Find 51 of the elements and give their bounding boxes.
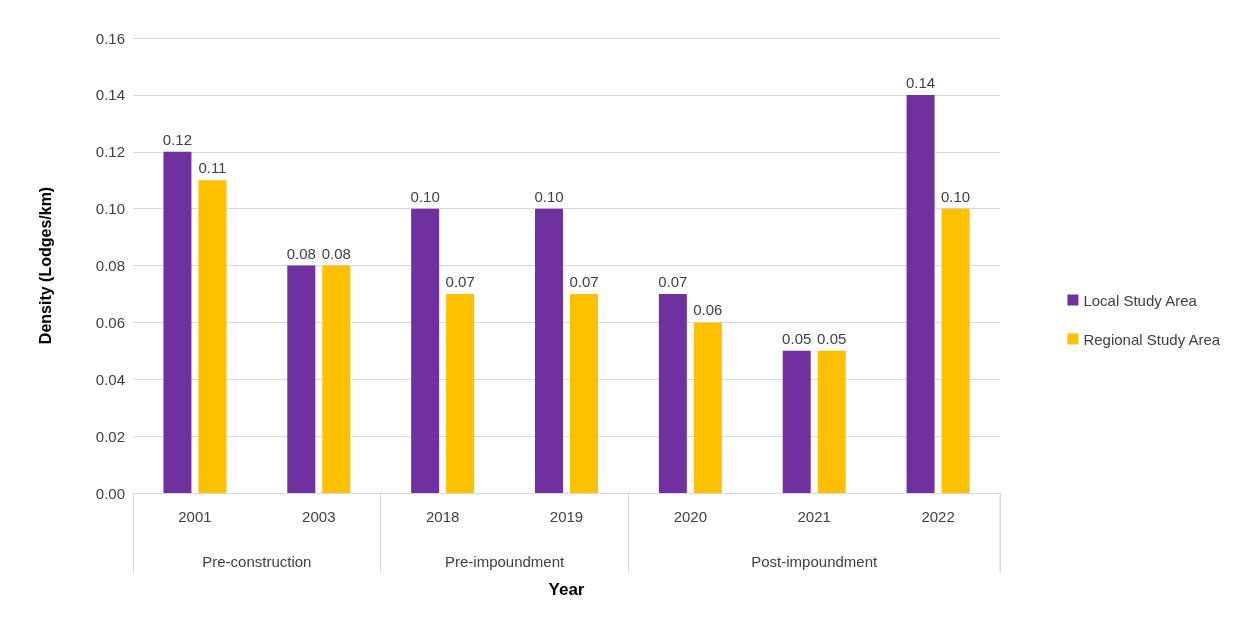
y-tick-label: 0.14 bbox=[95, 86, 125, 104]
bar bbox=[693, 322, 722, 493]
x-tick-label: 2018 bbox=[425, 508, 460, 525]
bar bbox=[906, 94, 935, 493]
data-label: 0.11 bbox=[198, 159, 227, 177]
x-tick-label: 2019 bbox=[549, 508, 584, 525]
y-tick-label: 0.10 bbox=[95, 200, 125, 218]
bar bbox=[198, 180, 227, 493]
bar bbox=[322, 265, 351, 493]
data-label: 0.10 bbox=[940, 187, 971, 205]
data-label: 0.07 bbox=[658, 272, 688, 290]
data-label: 0.08 bbox=[286, 244, 316, 262]
bar bbox=[535, 208, 563, 493]
text: Pre-construction bbox=[202, 552, 312, 570]
data-label: 0.07 bbox=[569, 272, 599, 290]
legend-label: Regional Study Area bbox=[1083, 330, 1221, 348]
y-axis-title: Density (Lodges/km) bbox=[36, 186, 54, 345]
y-tick-label: 0.08 bbox=[95, 257, 125, 274]
bar bbox=[658, 293, 687, 493]
bar bbox=[782, 350, 811, 493]
y-tick-label: 0.00 bbox=[95, 484, 125, 502]
x-tick-label: 2022 bbox=[921, 508, 955, 525]
data-label: 0.12 bbox=[162, 130, 193, 148]
data-label: 0.10 bbox=[534, 187, 564, 205]
data-label: 0.05 bbox=[782, 329, 812, 347]
x-tick-label: 2020 bbox=[673, 508, 708, 525]
y-tick-label: 0.04 bbox=[95, 370, 125, 388]
x-tick-label: 2003 bbox=[302, 508, 336, 525]
data-label: 0.05 bbox=[817, 329, 847, 347]
bar bbox=[570, 293, 598, 493]
y-tick-label: 0.12 bbox=[95, 143, 125, 161]
data-label: 0.08 bbox=[321, 244, 351, 262]
bar bbox=[941, 208, 970, 493]
bar bbox=[287, 265, 316, 493]
y-tick-label: 0.02 bbox=[95, 427, 125, 445]
text: Pre-impoundment bbox=[444, 552, 566, 570]
legend-label: Local Study Area bbox=[1083, 291, 1198, 309]
bar bbox=[446, 293, 475, 493]
text: Post-impoundment bbox=[751, 552, 878, 570]
x-tick-label: 2021 bbox=[797, 508, 831, 525]
data-label: 0.06 bbox=[693, 301, 723, 319]
y-tick-label: 0.06 bbox=[95, 313, 125, 331]
x-tick-label: 2001 bbox=[178, 508, 212, 525]
bar bbox=[163, 151, 192, 493]
bar bbox=[411, 208, 440, 493]
x-axis-title: Year bbox=[548, 580, 585, 599]
data-label: 0.10 bbox=[410, 187, 440, 205]
bar bbox=[817, 350, 846, 493]
data-label: 0.07 bbox=[445, 272, 475, 290]
y-tick-label: 0.16 bbox=[95, 29, 125, 47]
data-label: 0.14 bbox=[905, 73, 936, 91]
